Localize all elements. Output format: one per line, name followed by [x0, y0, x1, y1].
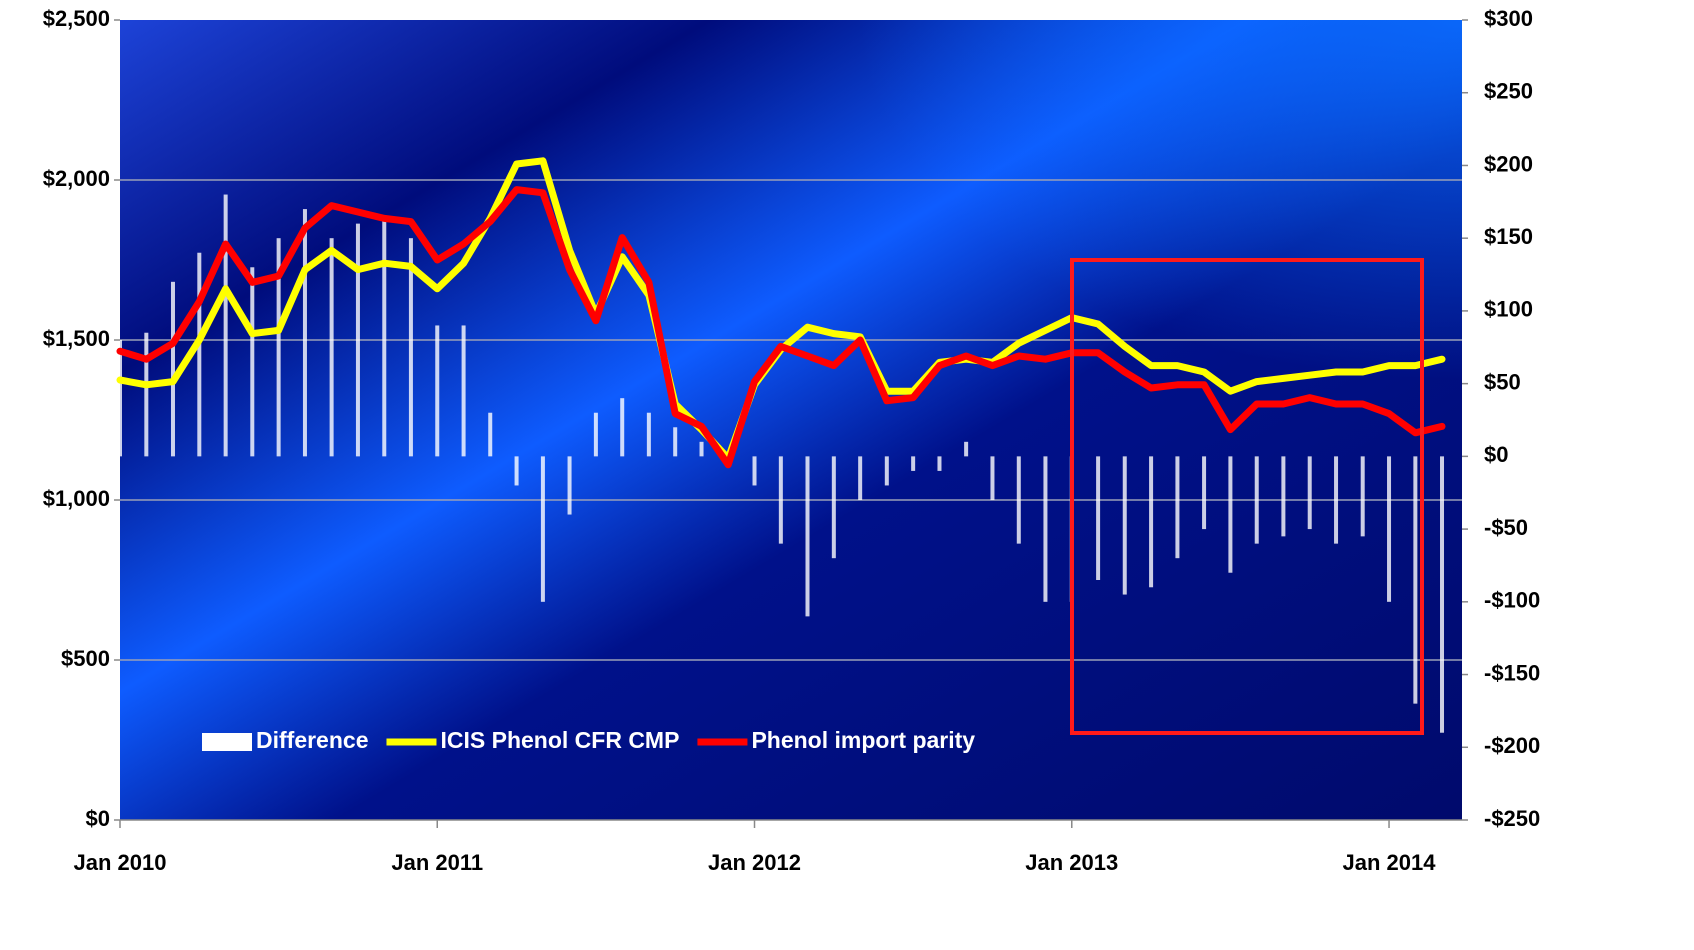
bar	[144, 332, 149, 457]
y2-tick-label: $0	[1484, 442, 1508, 467]
bar	[778, 456, 783, 544]
bar	[593, 412, 598, 457]
bar	[884, 456, 889, 486]
bar	[170, 281, 175, 457]
bar	[435, 325, 440, 457]
y-tick-label: $500	[61, 646, 110, 671]
y-tick-label: $2,500	[43, 6, 110, 31]
y2-tick-label: -$250	[1484, 806, 1540, 831]
x-tick-label: Jan 2014	[1343, 850, 1437, 875]
bar	[567, 456, 572, 515]
y2-tick-label: $150	[1484, 224, 1533, 249]
bar	[620, 398, 625, 457]
bar	[646, 412, 651, 457]
bar	[355, 223, 360, 457]
y2-tick-label: $50	[1484, 369, 1521, 394]
bar	[1175, 456, 1180, 559]
highlight-box	[1070, 258, 1424, 735]
bar	[1096, 456, 1101, 580]
bar	[831, 456, 836, 559]
bar	[276, 238, 281, 457]
bar	[1360, 456, 1365, 537]
bar	[990, 456, 995, 500]
bar	[964, 441, 969, 457]
bar	[223, 194, 228, 457]
legend-label: ICIS Phenol CFR CMP	[440, 727, 679, 753]
y-tick-label: $1,500	[43, 326, 110, 351]
bar	[1254, 456, 1259, 544]
bar	[673, 427, 678, 457]
legend: Difference ICIS Phenol CFR CMP Phenol impo…	[202, 727, 975, 753]
bar	[1149, 456, 1154, 588]
legend-label: Difference	[256, 727, 368, 753]
bar	[1281, 456, 1286, 537]
x-tick-label: Jan 2012	[708, 850, 801, 875]
bar	[302, 209, 307, 457]
y2-tick-label: -$200	[1484, 733, 1540, 758]
bar	[1334, 456, 1339, 544]
x-tick-label: Jan 2013	[1025, 850, 1118, 875]
bar	[1387, 456, 1392, 602]
y-tick-label: $1,000	[43, 486, 110, 511]
bar	[382, 216, 387, 457]
bar	[1228, 456, 1233, 573]
bar	[514, 456, 519, 486]
y2-tick-label: $300	[1484, 6, 1533, 31]
bar	[488, 412, 493, 457]
plot-highlight	[120, 20, 1462, 820]
axes: $0 $500 $1,000 $1,500 $2,000 $2,500 -$250 -$200…	[43, 6, 1541, 875]
bar	[752, 456, 757, 486]
y2-tick-label: $200	[1484, 151, 1533, 176]
bar	[329, 238, 334, 457]
legend-label: Phenol import parity	[751, 727, 975, 753]
bar	[540, 456, 545, 602]
bar	[1016, 456, 1021, 544]
y2-tick-label: -$100	[1484, 588, 1540, 613]
y-tick-label: $0	[86, 806, 110, 831]
y2-tick-label: -$50	[1484, 515, 1528, 540]
bar	[1307, 456, 1312, 530]
bar	[937, 456, 942, 471]
bar	[911, 456, 916, 471]
bar	[805, 456, 810, 617]
y2-tick-label: $100	[1484, 297, 1533, 322]
bar	[461, 325, 466, 457]
bar	[1043, 456, 1048, 602]
bar	[1440, 456, 1445, 733]
bar	[1413, 456, 1418, 704]
y-tick-label: $2,000	[43, 166, 110, 191]
x-tick-label: Jan 2010	[74, 850, 167, 875]
line	[116, 186, 1446, 469]
bar	[699, 441, 704, 457]
bars	[118, 194, 1445, 733]
lines	[116, 157, 1446, 469]
bar	[118, 340, 122, 457]
bar	[197, 252, 202, 457]
bar	[250, 267, 255, 457]
y2-tick-label: $250	[1484, 79, 1533, 104]
bar	[1122, 456, 1127, 595]
bar	[858, 456, 863, 500]
legend-swatch	[202, 733, 252, 751]
bar	[408, 238, 413, 457]
y2-tick-label: -$150	[1484, 660, 1540, 685]
bar	[1202, 456, 1207, 530]
x-tick-label: Jan 2011	[391, 850, 483, 875]
